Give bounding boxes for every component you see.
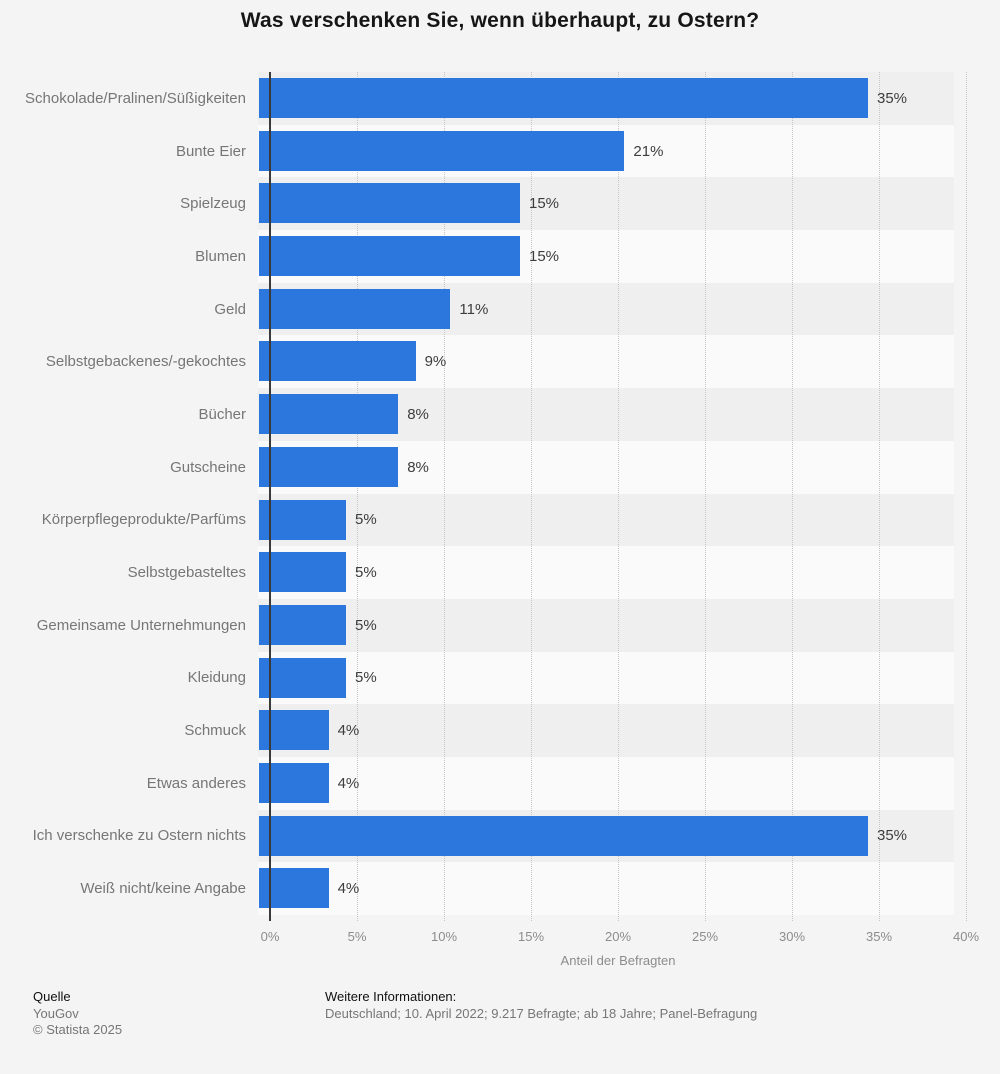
info-block: Weitere Informationen: Deutschland; 10. … bbox=[325, 989, 757, 1022]
value-label: 8% bbox=[407, 405, 429, 423]
x-tick-label: 15% bbox=[517, 929, 545, 944]
plot-cell: 21% bbox=[258, 124, 954, 178]
plot-cell: 8% bbox=[258, 440, 954, 494]
plot-cell: 35% bbox=[258, 809, 954, 863]
plot-cell: 15% bbox=[258, 177, 954, 231]
chart-row: Kleidung 5% bbox=[0, 651, 1000, 705]
chart-row: Blumen 15% bbox=[0, 230, 1000, 283]
chart-row: Bücher 8% bbox=[0, 388, 1000, 441]
plot-cell: 5% bbox=[258, 598, 954, 652]
value-label: 11% bbox=[459, 300, 489, 318]
category-label: Schokolade/Pralinen/Süßigkeiten bbox=[25, 89, 246, 107]
chart-row: Gutscheine 8% bbox=[0, 440, 1000, 494]
x-tick-label: 5% bbox=[347, 929, 367, 944]
x-tick-label: 30% bbox=[778, 929, 806, 944]
bar bbox=[259, 183, 520, 224]
chart-row: Weiß nicht/keine Angabe 4% bbox=[0, 862, 1000, 915]
plot-cell: 11% bbox=[258, 282, 954, 336]
x-tick-label: 0% bbox=[260, 929, 280, 944]
bar bbox=[259, 657, 346, 698]
chart-row: Etwas anderes 4% bbox=[0, 756, 1000, 810]
value-label: 5% bbox=[355, 616, 377, 634]
chart-row: Spielzeug 15% bbox=[0, 177, 1000, 231]
value-label: 5% bbox=[355, 669, 377, 687]
value-label: 5% bbox=[355, 564, 377, 582]
plot-cell: 15% bbox=[258, 230, 954, 283]
chart-row: Schmuck 4% bbox=[0, 704, 1000, 757]
category-label: Selbstgebackenes/-gekochtes bbox=[45, 353, 246, 371]
chart-row: Schokolade/Pralinen/Süßigkeiten 35% bbox=[0, 72, 1000, 125]
x-tick-label: 20% bbox=[604, 929, 632, 944]
bar bbox=[259, 288, 451, 329]
value-label: 21% bbox=[633, 142, 664, 160]
category-label: Gemeinsame Unternehmungen bbox=[36, 616, 246, 634]
chart-row: Bunte Eier 21% bbox=[0, 124, 1000, 178]
bar bbox=[259, 394, 399, 435]
value-label: 35% bbox=[877, 89, 908, 107]
value-label: 35% bbox=[877, 827, 908, 845]
bar-chart-rows: Schokolade/Pralinen/Süßigkeiten 35% Bunte … bbox=[0, 72, 1000, 915]
category-label: Weiß nicht/keine Angabe bbox=[80, 880, 246, 898]
plot-cell: 4% bbox=[258, 862, 954, 915]
value-label: 4% bbox=[337, 722, 360, 740]
source-block: Quelle YouGov © Statista 2025 bbox=[33, 989, 122, 1039]
y-axis-line bbox=[269, 72, 271, 921]
chart-row: Ich verschenke zu Ostern nichts 35% bbox=[0, 809, 1000, 863]
bar bbox=[259, 341, 416, 382]
category-label: Geld bbox=[214, 300, 246, 318]
bar bbox=[259, 552, 346, 593]
chart-row: Selbstgebasteltes 5% bbox=[0, 546, 1000, 599]
value-label: 5% bbox=[355, 511, 377, 529]
source-label: Quelle bbox=[33, 989, 71, 1004]
plot-cell: 5% bbox=[258, 651, 954, 705]
x-tick-label: 40% bbox=[952, 929, 980, 944]
category-label: Bunte Eier bbox=[175, 142, 246, 160]
x-tick-label: 10% bbox=[430, 929, 458, 944]
copyright-notice: © Statista 2025 bbox=[33, 1022, 123, 1037]
value-label: 4% bbox=[337, 880, 360, 898]
chart-row: Selbstgebackenes/-gekochtes 9% bbox=[0, 335, 1000, 389]
source-name: YouGov bbox=[33, 1005, 79, 1021]
value-label: 15% bbox=[529, 195, 560, 213]
plot-cell: 9% bbox=[258, 335, 954, 389]
bar bbox=[259, 130, 625, 171]
x-axis-ticks: 0% 5% 10% 15% 20% 25% 30% 35% 40% bbox=[0, 929, 1000, 945]
category-label: Gutscheine bbox=[170, 458, 246, 476]
chart-row: Gemeinsame Unternehmungen 5% bbox=[0, 598, 1000, 652]
plot-cell: 35% bbox=[258, 72, 954, 125]
info-text: Deutschland; 10. April 2022; 9.217 Befra… bbox=[325, 1005, 758, 1021]
plot-cell: 4% bbox=[258, 704, 954, 757]
plot-cell: 5% bbox=[258, 493, 954, 547]
x-tick-label: 25% bbox=[691, 929, 719, 944]
plot-cell: 4% bbox=[258, 756, 954, 810]
category-label: Blumen bbox=[195, 247, 246, 265]
category-label: Ich verschenke zu Ostern nichts bbox=[32, 827, 246, 845]
value-label: 4% bbox=[337, 774, 360, 792]
category-label: Kleidung bbox=[187, 669, 246, 687]
bar bbox=[259, 236, 520, 277]
info-label: Weitere Informationen: bbox=[325, 989, 457, 1004]
category-label: Etwas anderes bbox=[146, 774, 246, 792]
x-tick-label: 35% bbox=[865, 929, 893, 944]
value-label: 8% bbox=[407, 458, 429, 476]
category-label: Körperpflegeprodukte/Parfüms bbox=[41, 511, 246, 529]
plot-cell: 5% bbox=[258, 546, 954, 599]
category-label: Selbstgebasteltes bbox=[127, 564, 246, 582]
bar bbox=[259, 446, 399, 487]
category-label: Bücher bbox=[198, 405, 246, 423]
category-label: Schmuck bbox=[184, 722, 246, 740]
x-axis-title: Anteil der Befragten bbox=[560, 953, 676, 968]
category-label: Spielzeug bbox=[180, 195, 246, 213]
plot-cell: 8% bbox=[258, 388, 954, 441]
chart-row: Körperpflegeprodukte/Parfüms 5% bbox=[0, 493, 1000, 547]
value-label: 9% bbox=[424, 353, 447, 371]
bar bbox=[259, 604, 346, 645]
bar bbox=[259, 78, 868, 118]
bar bbox=[259, 815, 868, 856]
chart-title: Was verschenken Sie, wenn überhaupt, zu … bbox=[240, 9, 760, 32]
value-label: 15% bbox=[529, 247, 560, 265]
bar bbox=[259, 499, 346, 540]
chart-row: Geld 11% bbox=[0, 282, 1000, 336]
